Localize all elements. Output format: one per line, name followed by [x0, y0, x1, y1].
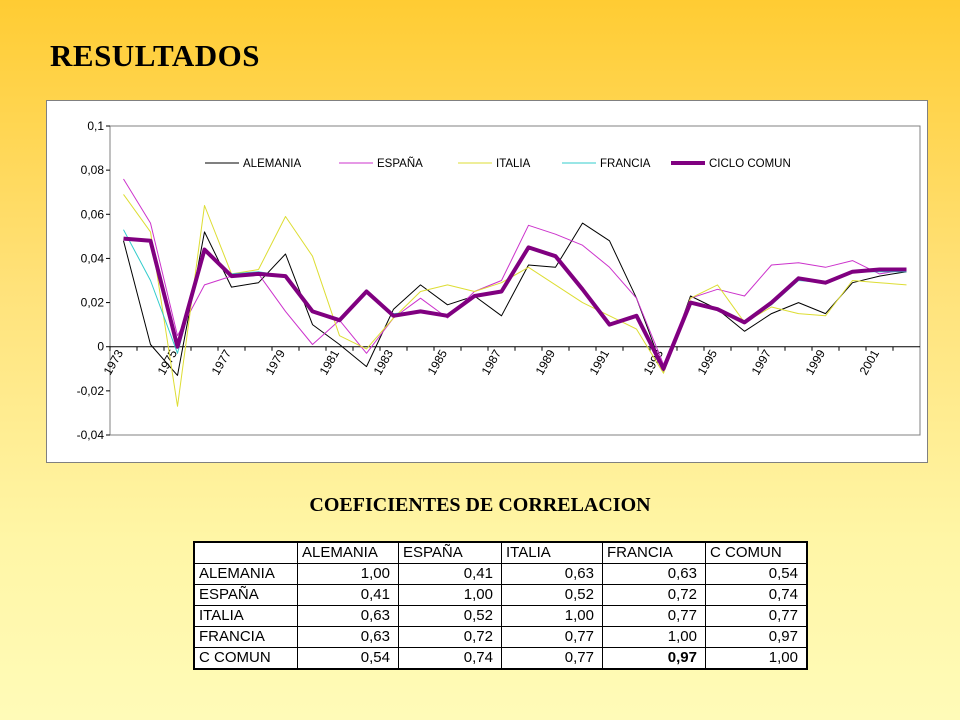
- correlation-title: COEFICIENTES DE CORRELACION: [309, 494, 651, 516]
- column-header: ITALIA: [501, 541, 603, 564]
- table-cell: 1,00: [398, 584, 502, 606]
- table-cell: 0,41: [398, 563, 502, 585]
- table-header-row: ALEMANIA ESPAÑA ITALIA FRANCIA C COMUN: [193, 541, 808, 564]
- table-row: ALEMANIA 1,00 0,41 0,63 0,63 0,54: [193, 563, 808, 585]
- table-cell: 0,63: [501, 563, 603, 585]
- table-row: ESPAÑA 0,41 1,00 0,52 0,72 0,74: [193, 584, 808, 606]
- line-chart: 0,1 0,08 0,06 0,04 0,02 0 -0,02 -0,04 1973 1975 1…: [46, 100, 928, 463]
- column-header: [193, 541, 298, 564]
- table-cell: 0,41: [297, 584, 399, 606]
- table-cell: 0,74: [705, 584, 808, 606]
- table-cell: 0,77: [501, 626, 603, 648]
- table-cell: 0,97: [602, 647, 706, 670]
- table-cell: 0,63: [297, 605, 399, 627]
- legend-label: CICLO COMUN: [709, 158, 791, 170]
- legend-label: ALEMANIA: [243, 158, 301, 170]
- page-title: RESULTADOS: [50, 38, 261, 73]
- table-row: C COMUN 0,54 0,74 0,77 0,97 1,00: [193, 647, 808, 670]
- chart-svg: 0,10,080,060,040,020-0,02-0,04 1973 1975 1…: [77, 119, 921, 442]
- column-header: C COMUN: [705, 541, 808, 564]
- y-tick-label: 0,1: [87, 119, 104, 133]
- table-cell: 0,77: [501, 647, 603, 670]
- table-cell: 0,72: [602, 584, 706, 606]
- table-cell: 0,52: [398, 605, 502, 627]
- table-cell: 1,00: [602, 626, 706, 648]
- series-line-ciclo-comun: [123, 236, 907, 371]
- column-header: ESPAÑA: [398, 541, 502, 564]
- row-label: ITALIA: [193, 605, 298, 627]
- table-cell: 1,00: [501, 605, 603, 627]
- table-row: ITALIA 0,63 0,52 1,00 0,77 0,77: [193, 605, 808, 627]
- legend-label: FRANCIA: [600, 158, 651, 170]
- table-cell: 0,54: [297, 647, 399, 670]
- row-label: ALEMANIA: [193, 563, 298, 585]
- row-label: ESPAÑA: [193, 584, 298, 606]
- column-header: FRANCIA: [602, 541, 706, 564]
- plot-area: [109, 125, 921, 436]
- y-tick-label: -0,02: [77, 384, 105, 398]
- row-label: FRANCIA: [193, 626, 298, 648]
- legend-label: ITALIA: [496, 158, 531, 170]
- table-row: FRANCIA 0,63 0,72 0,77 1,00 0,97: [193, 626, 808, 648]
- y-tick-label: 0: [97, 340, 104, 354]
- y-tick-label: -0,04: [77, 428, 105, 442]
- table-cell: 0,54: [705, 563, 808, 585]
- y-tick-label: 0,02: [81, 296, 105, 310]
- legend-label: ESPAÑA: [377, 157, 423, 170]
- series-line-alemania: [123, 222, 907, 376]
- y-tick-label: 0,04: [81, 251, 105, 265]
- series-line-italia: [123, 194, 907, 407]
- legend: ALEMANIA ESPAÑA ITALIA FRANCIA CICLO COMUN: [205, 157, 791, 170]
- table-cell: 1,00: [705, 647, 808, 670]
- table-cell: 0,97: [705, 626, 808, 648]
- y-axis: 0,1 0,08 0,06 0,04 0,02 0 -0,02 -0,04: [77, 119, 110, 442]
- table-cell: 0,77: [705, 605, 808, 627]
- column-header: ALEMANIA: [297, 541, 399, 564]
- table-cell: 0,52: [501, 584, 603, 606]
- series-lines: [123, 178, 907, 407]
- table-cell: 1,00: [297, 563, 399, 585]
- row-label: C COMUN: [193, 647, 298, 670]
- table-cell: 0,77: [602, 605, 706, 627]
- table-cell: 0,63: [297, 626, 399, 648]
- table-cell: 0,72: [398, 626, 502, 648]
- y-tick-label: 0,08: [81, 163, 105, 177]
- y-tick-label: 0,06: [81, 207, 105, 221]
- table-cell: 0,74: [398, 647, 502, 670]
- correlation-table: ALEMANIA ESPAÑA ITALIA FRANCIA C COMUN A…: [193, 541, 808, 670]
- table-cell: 0,63: [602, 563, 706, 585]
